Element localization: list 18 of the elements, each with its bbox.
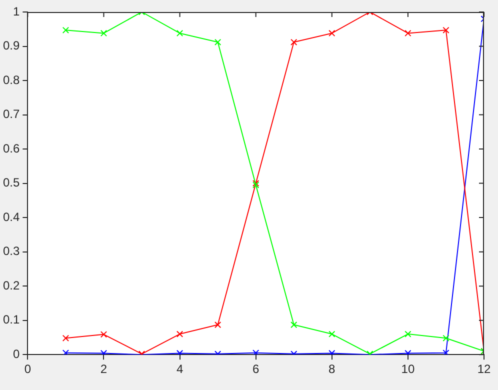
x-tick-label: 4 <box>176 362 184 376</box>
y-tick-label: 0.1 <box>2 312 20 327</box>
x-tick-label: 6 <box>252 362 260 376</box>
x-tick-label: 12 <box>477 362 491 376</box>
y-tick-label: 1 <box>12 4 20 18</box>
y-tick-label: 0.4 <box>2 210 20 224</box>
x-tick-label: 2 <box>100 362 108 376</box>
y-tick-label: 0.3 <box>2 244 20 258</box>
x-tick-label: 8 <box>328 362 336 376</box>
x-tick-label: 0 <box>24 362 32 376</box>
y-tick-label: 0.8 <box>2 72 20 87</box>
y-tick-label: 0.5 <box>2 176 20 190</box>
y-tick-label: 0.2 <box>2 278 20 292</box>
y-tick-label: 0.6 <box>2 141 20 156</box>
y-tick-label: 0.7 <box>2 107 20 122</box>
y-tick-label: 0 <box>12 346 20 361</box>
x-tick-label: 10 <box>401 362 415 376</box>
y-tick-label: 0.9 <box>2 38 20 53</box>
